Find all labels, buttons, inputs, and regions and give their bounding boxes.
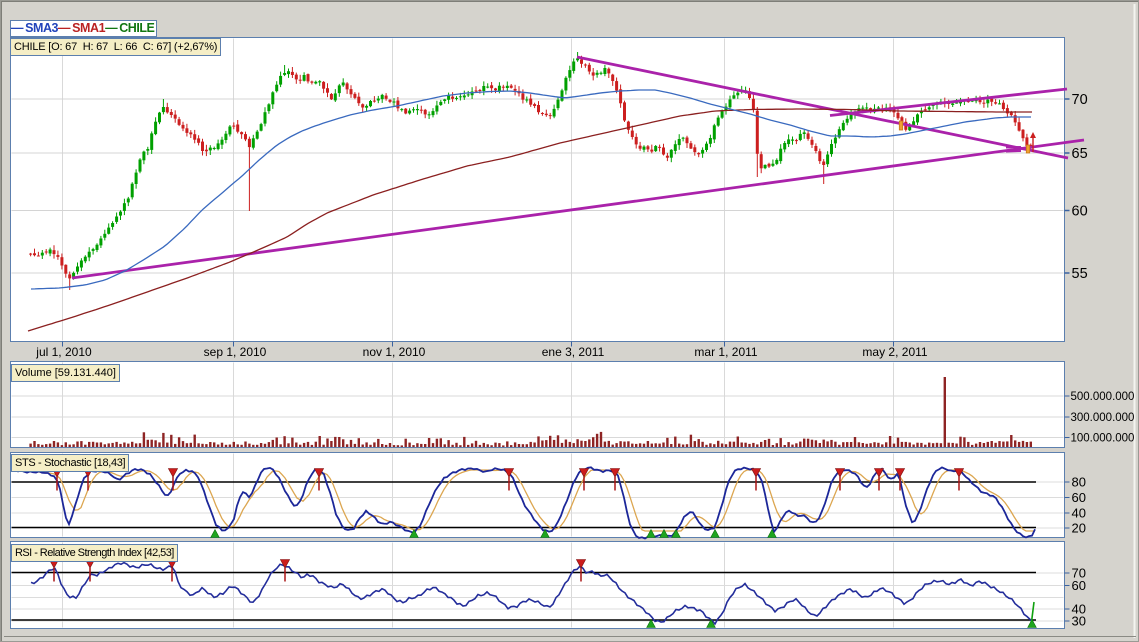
svg-text:40: 40 [1072, 602, 1086, 617]
svg-text:100.000.000: 100.000.000 [1071, 433, 1135, 445]
svg-text:ene 3, 2011: ene 3, 2011 [542, 345, 605, 359]
svg-text:may 2, 2011: may 2, 2011 [862, 345, 927, 359]
svg-text:jul 1, 2010: jul 1, 2010 [35, 345, 92, 359]
svg-text:60: 60 [1072, 204, 1088, 220]
svg-text:300.000.000: 300.000.000 [1071, 412, 1135, 424]
svg-text:20: 20 [1072, 521, 1086, 536]
svg-text:55: 55 [1072, 266, 1088, 282]
svg-text:60: 60 [1072, 578, 1086, 593]
svg-text:70: 70 [1072, 566, 1086, 581]
svg-text:40: 40 [1072, 506, 1086, 521]
svg-text:70: 70 [1072, 92, 1088, 108]
svg-text:nov 1, 2010: nov 1, 2010 [363, 345, 426, 359]
svg-text:65: 65 [1072, 146, 1088, 162]
svg-text:500.000.000: 500.000.000 [1071, 391, 1135, 403]
svg-text:60: 60 [1072, 490, 1086, 505]
svg-text:mar 1, 2011: mar 1, 2011 [694, 345, 757, 359]
svg-text:80: 80 [1072, 475, 1086, 490]
svg-text:30: 30 [1072, 614, 1086, 629]
svg-text:sep 1, 2010: sep 1, 2010 [204, 345, 267, 359]
